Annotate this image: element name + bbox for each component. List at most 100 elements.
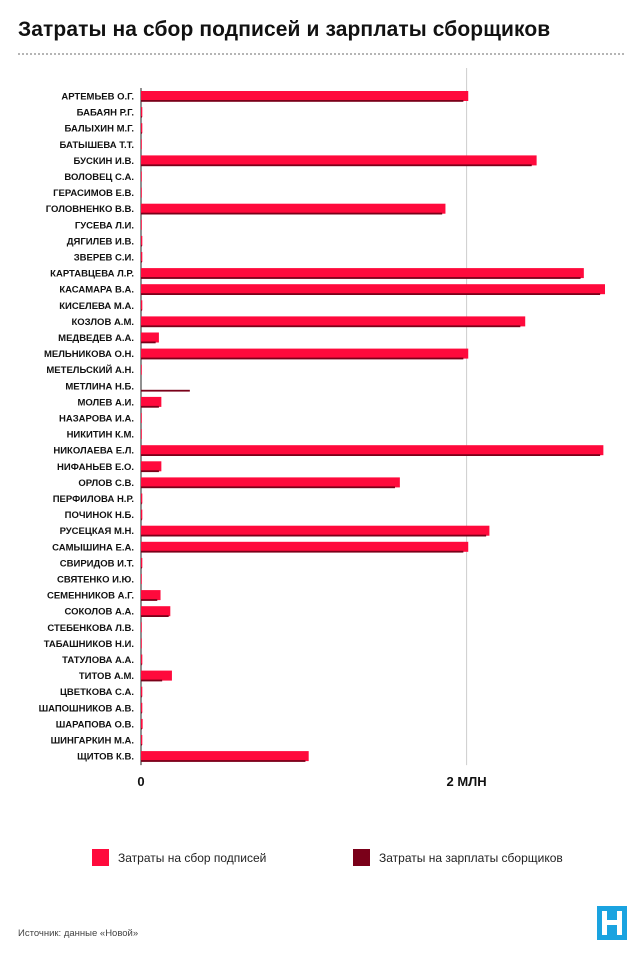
bar-collection: [141, 654, 143, 665]
category-label: ОРЛОВ С.В.: [78, 478, 134, 489]
bar-salaries: [141, 599, 158, 601]
category-label: САМЫШИНА Е.А.: [52, 542, 134, 553]
category-label: МОЛЕВ А.И.: [77, 397, 134, 408]
bar-salaries: [141, 615, 169, 617]
category-label: ДЯГИЛЕВ И.В.: [67, 236, 134, 247]
bar-salaries: [141, 663, 142, 666]
category-label: НИКОЛАЕВА Е.Л.: [53, 446, 134, 457]
category-label: АРТЕМЬЕВ О.Г.: [61, 92, 134, 103]
bar-collection: [141, 252, 143, 262]
category-label: ГОЛОВНЕНКО В.В.: [46, 204, 134, 215]
category-label: РУСЕЦКАЯ М.Н.: [60, 526, 134, 537]
bar-collection: [141, 107, 143, 118]
category-label: СТЕБЕНКОВА Л.В.: [47, 623, 134, 634]
bar-collection: [141, 638, 142, 649]
category-label: ЩИТОВ К.В.: [77, 752, 134, 763]
x-tick-label: 2 МЛН: [447, 774, 487, 789]
bar-chart: АРТЕМЬЕВ О.Г. БАБАЯН Р.Г. БАЛЫХИН М.Г. БАТЫ…: [39, 68, 605, 789]
category-label: БАБАЯН Р.Г.: [77, 108, 134, 119]
x-tick-label: 0: [137, 774, 144, 789]
bar-salaries: [141, 727, 142, 730]
bar-salaries: [141, 164, 532, 167]
bar-collection: [141, 718, 143, 729]
bar-collection: [141, 429, 142, 440]
category-label: НАЗАРОВА И.А.: [59, 414, 134, 425]
chart-title: Затраты на сбор подписей и зарплаты сбор…: [18, 18, 551, 41]
bar-collection: [141, 735, 143, 745]
legend-label-salaries: Затраты на зарплаты сборщиков: [379, 850, 563, 865]
category-label: БУСКИН И.В.: [74, 156, 134, 167]
bar-collection: [141, 493, 143, 504]
bar-salaries: [141, 760, 306, 762]
bar-collection: [141, 187, 142, 198]
bar-collection: [141, 413, 142, 423]
category-label: КИСЕЛЕВА М.А.: [59, 301, 134, 312]
bar-salaries: [141, 293, 601, 295]
bar-salaries: [141, 244, 142, 247]
bar-collection: [141, 509, 143, 520]
category-label: НИФАНЬЕВ Е.О.: [57, 462, 134, 473]
bar-collection: [141, 235, 143, 246]
bar-collection: [141, 590, 161, 601]
category-label: КОЗЛОВ А.М.: [71, 317, 134, 328]
bar-salaries: [141, 309, 142, 312]
bar-salaries: [141, 454, 601, 456]
category-label: ТАТУЛОВА А.А.: [62, 655, 134, 666]
bar-collection: [141, 751, 309, 762]
bar-salaries: [141, 550, 464, 553]
bar-collection: [141, 155, 537, 166]
bar-salaries: [141, 470, 159, 473]
title-divider: [18, 53, 624, 55]
category-label: ЗВЕРЕВ С.И.: [74, 253, 134, 264]
bar-collection: [141, 171, 142, 182]
bar-collection: [141, 541, 469, 552]
bar-salaries: [141, 566, 142, 569]
bar-salaries: [141, 261, 142, 263]
bar-collection: [141, 574, 142, 584]
legend-swatch-collection: [92, 849, 109, 866]
bar-salaries: [141, 277, 581, 279]
category-label: МЕЛЬНИКОВА О.Н.: [44, 349, 134, 360]
bar-collection: [141, 477, 400, 488]
category-label: ШАРАПОВА О.В.: [56, 719, 134, 730]
bar-collection: [141, 219, 142, 230]
novaya-gazeta-logo-icon: [597, 906, 627, 940]
category-label: ШАПОШНИКОВ А.В.: [39, 703, 134, 714]
category-label: МЕТЛИНА Н.Б.: [65, 381, 134, 392]
category-label: БАТЫШЕВА Т.Т.: [60, 140, 134, 151]
bar-collection: [141, 268, 584, 279]
bar-collection: [141, 606, 171, 617]
bar-collection: [141, 461, 162, 472]
bar-salaries: [141, 116, 142, 118]
category-label: КАСАМАРА В.А.: [59, 285, 134, 296]
bar-collection: [141, 300, 143, 311]
bar-collection: [141, 445, 604, 456]
category-label: СОКОЛОВ А.А.: [64, 607, 134, 618]
bar-collection: [141, 525, 490, 536]
legend-swatch-salaries: [353, 849, 370, 866]
bar-salaries: [141, 679, 163, 682]
category-label: ПЕРФИЛОВА Н.Р.: [53, 494, 134, 505]
category-label: БАЛЫХИН М.Г.: [65, 124, 134, 135]
bar-collection: [141, 396, 162, 407]
category-label: ТИТОВ А.М.: [79, 671, 134, 682]
bar-salaries: [141, 502, 142, 505]
bar-collection: [141, 332, 159, 343]
category-label: КАРТАВЦЕВА Л.Р.: [50, 269, 134, 280]
bar-collection: [141, 686, 143, 697]
bar-collection: [141, 91, 469, 101]
source-note: Источник: данные «Новой»: [18, 928, 139, 939]
bar-collection: [141, 622, 142, 633]
bar-salaries: [141, 132, 142, 134]
bar-salaries: [141, 357, 464, 360]
bar-collection: [141, 557, 143, 568]
bar-collection: [141, 139, 142, 150]
category-label: МЕТЕЛЬСКИЙ А.Н.: [46, 364, 134, 376]
category-label: СЕМЕННИКОВ А.Г.: [47, 591, 134, 602]
bar-collection: [141, 316, 526, 327]
legend-item-salaries: Затраты на зарплаты сборщиков: [353, 849, 563, 866]
category-label: СВЯТЕНКО И.Ю.: [57, 575, 134, 586]
bar-salaries: [141, 695, 142, 698]
category-label: МЕДВЕДЕВ А.А.: [58, 333, 134, 344]
legend: Затраты на сбор подписей Затраты на зарп…: [0, 849, 640, 871]
